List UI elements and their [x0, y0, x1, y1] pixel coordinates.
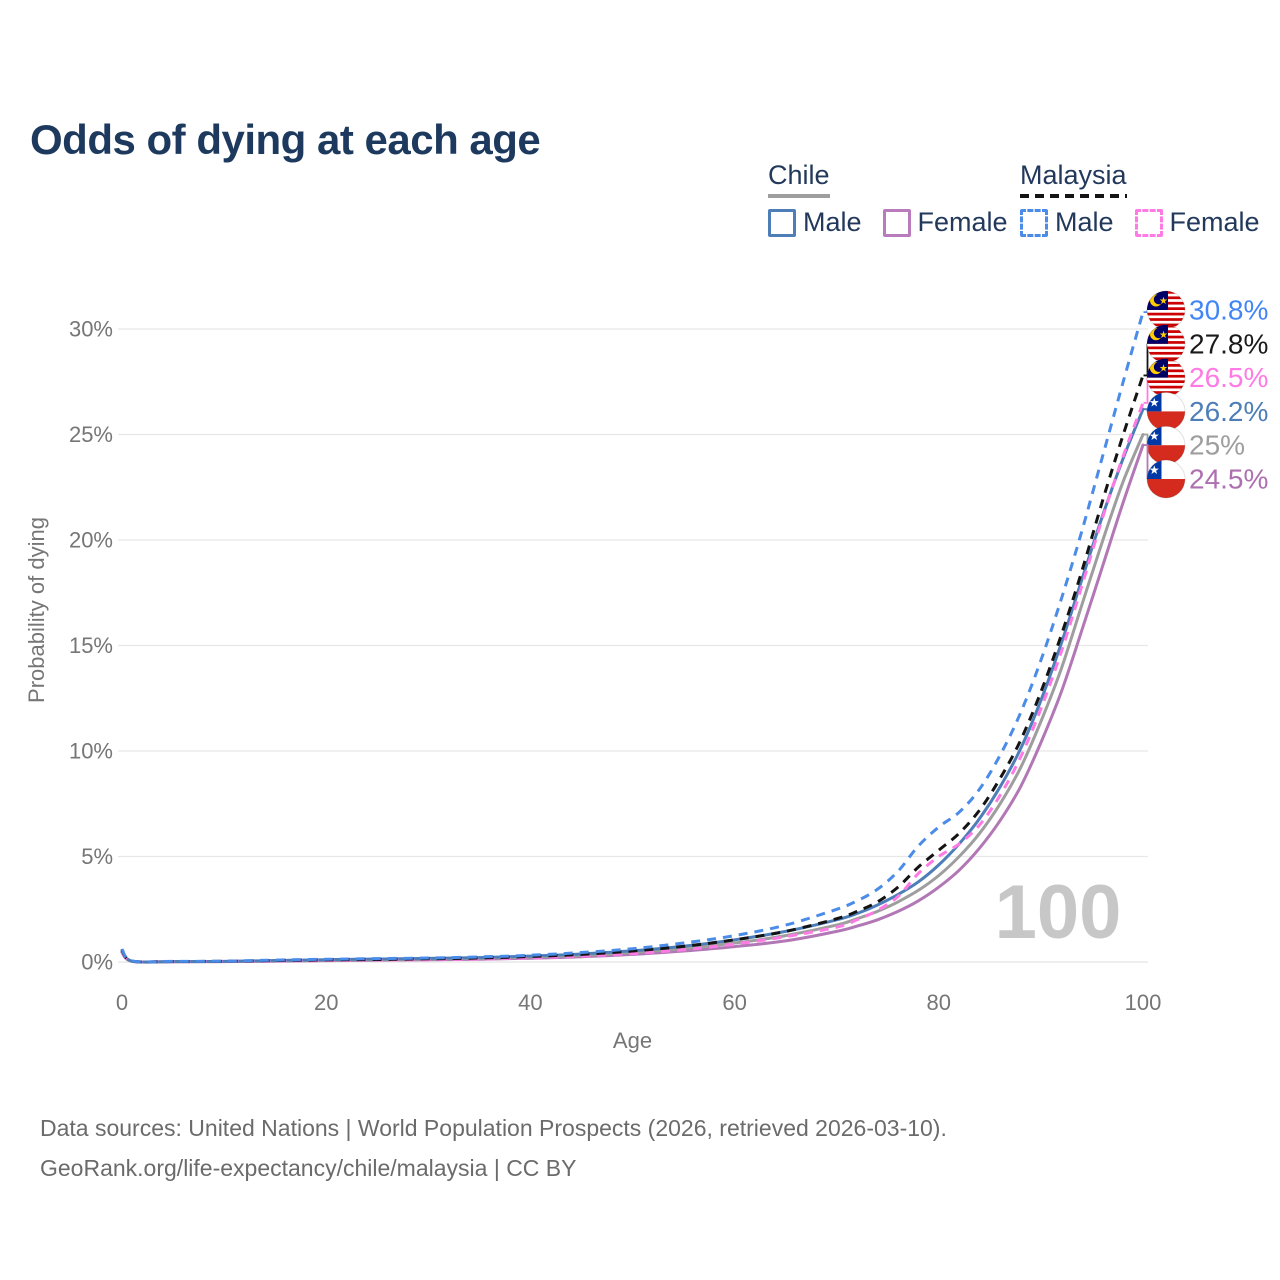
malaysia-flag-icon: ★ [1146, 358, 1186, 398]
chile-female-swatch-icon [882, 208, 911, 237]
end-label-malaysia-male: 30.8% [1189, 295, 1268, 326]
legend-group-malaysia: Malaysia Male Female [1020, 160, 1280, 238]
legend-malaysia-header[interactable]: Malaysia [1020, 160, 1127, 198]
end-label-malaysia-female: 26.5% [1189, 362, 1268, 393]
malaysia-female-swatch-icon [1134, 208, 1163, 237]
series-line-malaysia-all[interactable] [120, 374, 1145, 964]
end-label-malaysia-all: 27.8% [1189, 328, 1268, 359]
svg-text:★: ★ [1149, 463, 1160, 477]
legend-malaysia-title: Malaysia [1020, 160, 1127, 190]
leader-line-malaysia-female [1143, 377, 1149, 404]
svg-text:★: ★ [1149, 429, 1160, 443]
chile-line-swatch [768, 194, 830, 198]
x-tick-label: 100 [1125, 990, 1162, 1015]
malaysia-flag-icon: ★ [1146, 324, 1186, 364]
legend-malaysia-male-label: Male [1055, 207, 1114, 237]
chile-flag-icon: ★ [1146, 459, 1186, 499]
malaysia-flag-icon: ★ [1146, 290, 1186, 330]
svg-text:★: ★ [1149, 395, 1160, 409]
x-tick-label: 80 [927, 990, 951, 1015]
x-tick-label: 60 [722, 990, 746, 1015]
footer: Data sources: United Nations | World Pop… [40, 1108, 947, 1188]
series-line-malaysia-female[interactable] [120, 402, 1145, 964]
series-line-chile-male[interactable] [120, 407, 1145, 964]
malaysia-male-swatch-icon [1020, 208, 1048, 237]
end-label-chile-male: 26.2% [1189, 396, 1268, 427]
x-tick-label: 0 [116, 990, 128, 1015]
svg-text:★: ★ [1159, 330, 1168, 341]
chile-flag-icon: ★ [1146, 391, 1186, 431]
x-tick-label: 40 [518, 990, 542, 1015]
y-tick-label: 15% [69, 633, 113, 658]
svg-text:★: ★ [1159, 364, 1168, 375]
series-line-chile-all[interactable] [120, 433, 1145, 964]
chile-flag-icon: ★ [1146, 425, 1186, 465]
end-label-chile-all: 25% [1189, 430, 1245, 461]
series-line-malaysia-male[interactable] [120, 311, 1145, 964]
legend-chile-female-label: Female [917, 207, 1008, 237]
page-title: Odds of dying at each age [30, 116, 541, 164]
y-tick-label: 20% [69, 528, 113, 553]
legend-chile-male-label: Male [803, 207, 862, 237]
x-axis-title: Age [613, 1028, 652, 1053]
footer-data-sources: Data sources: United Nations | World Pop… [40, 1115, 947, 1141]
legend-group-chile: Chile Male Female [768, 160, 1029, 238]
end-label-chile-female: 24.5% [1189, 464, 1268, 495]
legend-malaysia-female-label: Female [1169, 207, 1260, 237]
y-tick-label: 5% [81, 844, 113, 869]
y-tick-label: 10% [69, 739, 113, 764]
x-tick-label: 20 [314, 990, 338, 1015]
malaysia-line-swatch [1020, 194, 1127, 198]
legend-item-chile-female[interactable]: Female [882, 207, 1008, 238]
legend-item-malaysia-female[interactable]: Female [1134, 207, 1260, 238]
leader-line-chile-female [1143, 444, 1149, 479]
chile-male-swatch-icon [768, 208, 796, 237]
leader-line-malaysia-all [1143, 343, 1149, 377]
svg-text:★: ★ [1159, 296, 1168, 307]
y-axis-title: Probability of dying [24, 517, 49, 703]
legend-chile-title: Chile [768, 160, 830, 190]
y-tick-label: 0% [81, 950, 113, 975]
footer-url: GeoRank.org/life-expectancy/chile/malays… [40, 1155, 577, 1182]
y-tick-label: 25% [69, 422, 113, 447]
legend-item-chile-male[interactable]: Male [768, 207, 862, 238]
age-watermark: 100 [995, 870, 1122, 955]
y-tick-label: 30% [69, 317, 113, 342]
legend-item-malaysia-male[interactable]: Male [1020, 207, 1114, 238]
series-line-chile-female[interactable] [120, 443, 1145, 964]
legend-chile-header[interactable]: Chile [768, 160, 830, 198]
